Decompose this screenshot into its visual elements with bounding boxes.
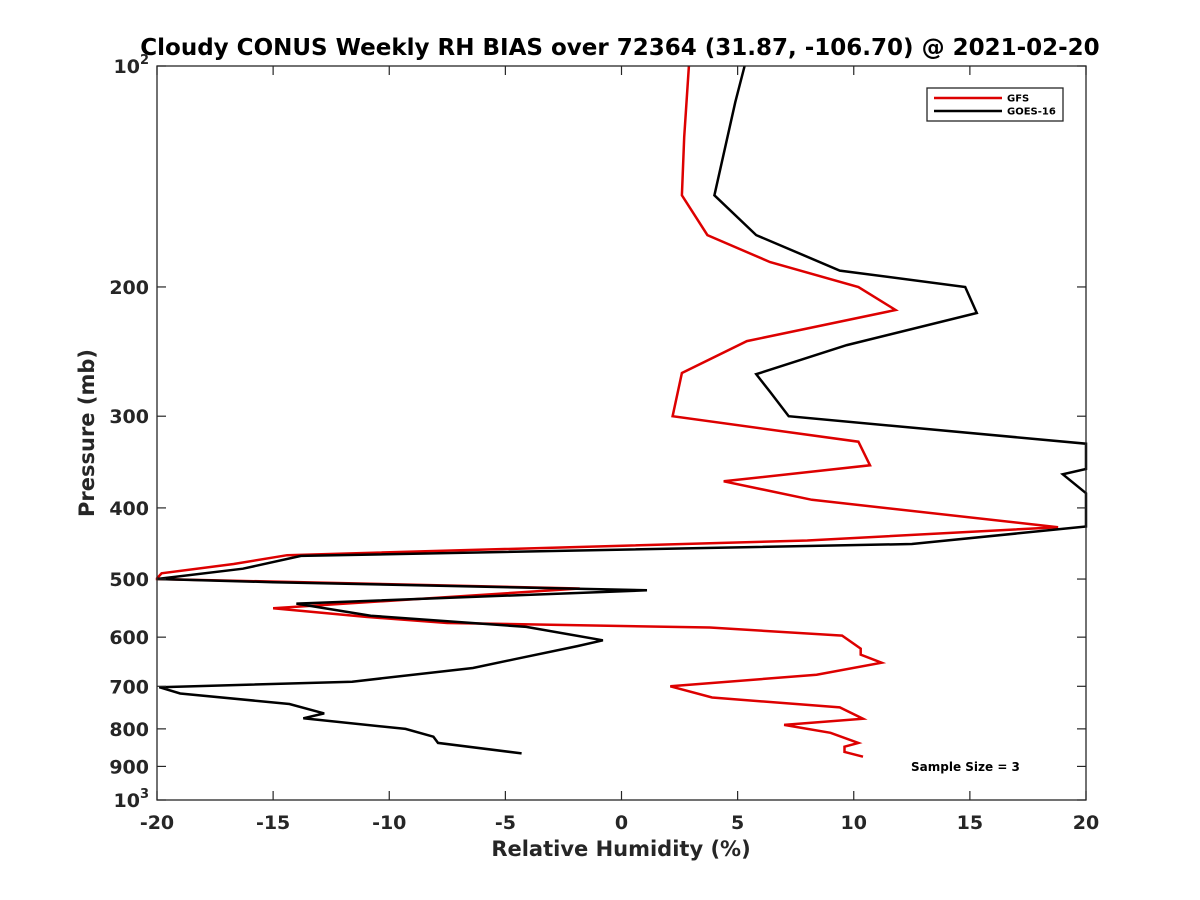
sample-size-annotation: Sample Size = 3 [911, 760, 1020, 774]
y-tick-label: 300 [109, 406, 149, 428]
x-tick-label: 0 [615, 812, 628, 834]
y-tick-label: 103 [114, 787, 150, 812]
y-axis-label: Pressure (mb) [75, 349, 99, 517]
x-tick-label: 20 [1073, 812, 1099, 834]
plot-area-frame [156, 65, 1087, 801]
y-tick-label: 700 [109, 676, 149, 698]
legend-box [926, 87, 1064, 122]
legend-label-gfs: GFS [1007, 94, 1029, 105]
x-tick-label: -20 [140, 812, 174, 834]
x-axis-ticks: -20 -15 -10 -5 0 5 10 15 20 [140, 66, 1099, 834]
legend-label-goes16: GOES-16 [1007, 107, 1056, 118]
x-tick-label: 5 [731, 812, 744, 834]
y-tick-label: 600 [109, 627, 149, 649]
series-line-gfs [155, 65, 1059, 758]
y-tick-label: 500 [109, 569, 149, 591]
x-tick-label: -5 [495, 812, 516, 834]
y-axis-ticks: 102 200 300 400 500 600 700 800 900 103 [109, 53, 1086, 812]
x-tick-label: 10 [841, 812, 867, 834]
y-tick-label: 400 [109, 498, 149, 520]
y-tick-label: 900 [109, 756, 149, 778]
x-tick-label: -15 [256, 812, 290, 834]
y-tick-label: 800 [109, 719, 149, 741]
x-tick-label: -10 [372, 812, 406, 834]
legend: GFS GOES-16 [926, 87, 1064, 122]
chart-title: Cloudy CONUS Weekly RH BIAS over 72364 (… [140, 35, 1099, 61]
y-tick-label: 200 [109, 277, 149, 299]
x-tick-label: 15 [957, 812, 983, 834]
x-axis-label: Relative Humidity (%) [491, 837, 750, 861]
series-line-goes16 [156, 65, 1088, 755]
series-layer [155, 65, 1088, 758]
y-tick-label: 102 [114, 53, 150, 78]
